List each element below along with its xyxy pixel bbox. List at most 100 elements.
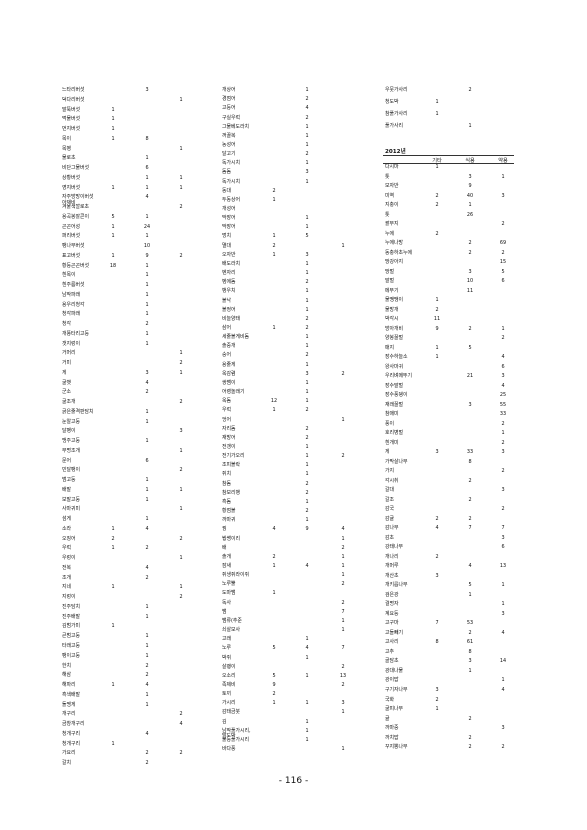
- count-medicine: 4: [501, 354, 505, 361]
- word-label: 물방개: [385, 306, 399, 313]
- word-label: 누에나방: [385, 240, 403, 247]
- count-food: 1: [305, 398, 309, 405]
- count-medicine: 1: [501, 582, 505, 589]
- word-label: 게: [385, 449, 390, 456]
- count-food: 1: [305, 453, 309, 460]
- word-label: 진주담치: [62, 603, 80, 610]
- count-food: 61: [466, 639, 474, 646]
- word-label: 배말: [62, 486, 71, 493]
- count-medicine: 2: [341, 681, 345, 688]
- count-medicine: 2: [179, 252, 183, 259]
- word-label: 양봉꿀벌: [385, 335, 403, 342]
- word-label: 진주배말: [62, 613, 80, 620]
- count-food: 1: [145, 301, 149, 308]
- count-medicine: 33: [499, 411, 507, 418]
- word-label: 호리병벌: [385, 430, 403, 437]
- count-food: 1: [305, 389, 309, 395]
- count-food: 1: [145, 486, 149, 493]
- word-label: 엉어: [222, 416, 231, 423]
- word-label: 장수말벌: [385, 382, 403, 389]
- count-medicine: 4: [341, 526, 345, 533]
- word-label: 오자반: [222, 251, 236, 258]
- word-label: 왕사마귀: [385, 363, 403, 370]
- word-label: 김범가미: [62, 623, 80, 630]
- count-food: 1: [145, 418, 149, 425]
- count-medicine: 13: [339, 672, 347, 679]
- word-label: 구기자나무: [385, 687, 408, 693]
- word-label: 결명자: [385, 601, 399, 608]
- count-other: 2: [111, 535, 115, 542]
- word-label: 청개구리: [62, 730, 80, 737]
- count-food: 2: [468, 515, 472, 522]
- word-label: 까치밥: [385, 734, 399, 741]
- count-food: 8: [468, 458, 472, 465]
- word-label: 굴뱃: [62, 379, 71, 386]
- count-medicine: 2: [179, 594, 183, 601]
- word-label: 고사리: [385, 639, 399, 646]
- word-label: 팽이고둥: [62, 652, 80, 659]
- word-label: 참매미: [385, 411, 399, 418]
- word-label: 겨울색깔로초: [62, 204, 89, 210]
- word-label: 자리돔: [222, 425, 236, 432]
- count-food: 2: [305, 425, 309, 432]
- count-food: 1: [305, 270, 309, 277]
- word-label: 청각: [62, 321, 71, 328]
- count-food: 1: [305, 498, 309, 505]
- count-other: 1: [111, 135, 115, 142]
- count-food: 1: [305, 334, 309, 341]
- word-label: 개산초: [385, 572, 399, 579]
- count-medicine: 1: [179, 447, 183, 454]
- word-label: 꾸지뽕나무: [385, 744, 408, 750]
- count-food: 1: [305, 654, 309, 661]
- count-food: 2: [468, 715, 472, 722]
- word-label: 비늘양태: [222, 315, 240, 322]
- count-food: 21: [466, 373, 474, 380]
- word-label: 용우리청각: [62, 301, 85, 308]
- count-medicine: 1: [179, 184, 183, 191]
- count-other: 1: [111, 126, 115, 132]
- count-food: 5: [468, 344, 472, 351]
- word-label: 팽나무버섯: [62, 243, 85, 250]
- count-medicine: 4: [501, 687, 505, 693]
- count-other: 5: [111, 213, 115, 220]
- count-food: 4: [145, 194, 149, 201]
- word-label: 솔중개: [222, 343, 236, 350]
- word-label: 메뚜기: [385, 287, 399, 294]
- count-medicine: 2: [501, 506, 505, 513]
- count-medicine: 1: [179, 174, 183, 181]
- count-food: 1: [145, 652, 149, 659]
- count-food: 1: [305, 224, 309, 231]
- count-food: 11: [466, 287, 474, 294]
- word-label: 굵은줄격판담치: [62, 408, 94, 415]
- word-label: 개머루: [385, 563, 399, 570]
- word-label: 오징어: [62, 535, 76, 542]
- word-label: 맹주고둥: [62, 438, 80, 445]
- count-food: 1: [145, 262, 149, 269]
- word-label: 매지: [385, 344, 394, 351]
- count-other: 1: [435, 354, 439, 361]
- word-label: 물로초: [62, 155, 76, 162]
- word-label: 청각파래: [62, 311, 80, 318]
- word-label: 목이: [62, 135, 71, 142]
- count-food: 3: [468, 173, 472, 180]
- word-label: 흰개미: [385, 439, 399, 446]
- word-label: 큰범고둥: [62, 633, 80, 640]
- count-other: 11: [433, 316, 441, 323]
- word-label: 거미: [62, 360, 71, 367]
- count-food: 1: [145, 311, 149, 318]
- word-label: 우리벼메뚜기: [385, 373, 412, 380]
- count-other: 1: [111, 740, 115, 747]
- count-other: 5: [272, 672, 276, 679]
- count-medicine: 1: [179, 555, 183, 562]
- count-other: 2: [435, 202, 439, 208]
- count-medicine: 1: [341, 535, 345, 542]
- word-label: 땅강아지: [385, 259, 403, 266]
- word-label: 섬게: [62, 516, 71, 523]
- count-food: 3: [468, 268, 472, 275]
- word-label: 불등풀가시리: [222, 736, 249, 743]
- count-food: 1: [145, 184, 149, 191]
- count-food: 1: [145, 174, 149, 181]
- count-other: 1: [111, 106, 115, 113]
- count-other: 1: [111, 233, 115, 240]
- count-food: 4: [145, 730, 149, 737]
